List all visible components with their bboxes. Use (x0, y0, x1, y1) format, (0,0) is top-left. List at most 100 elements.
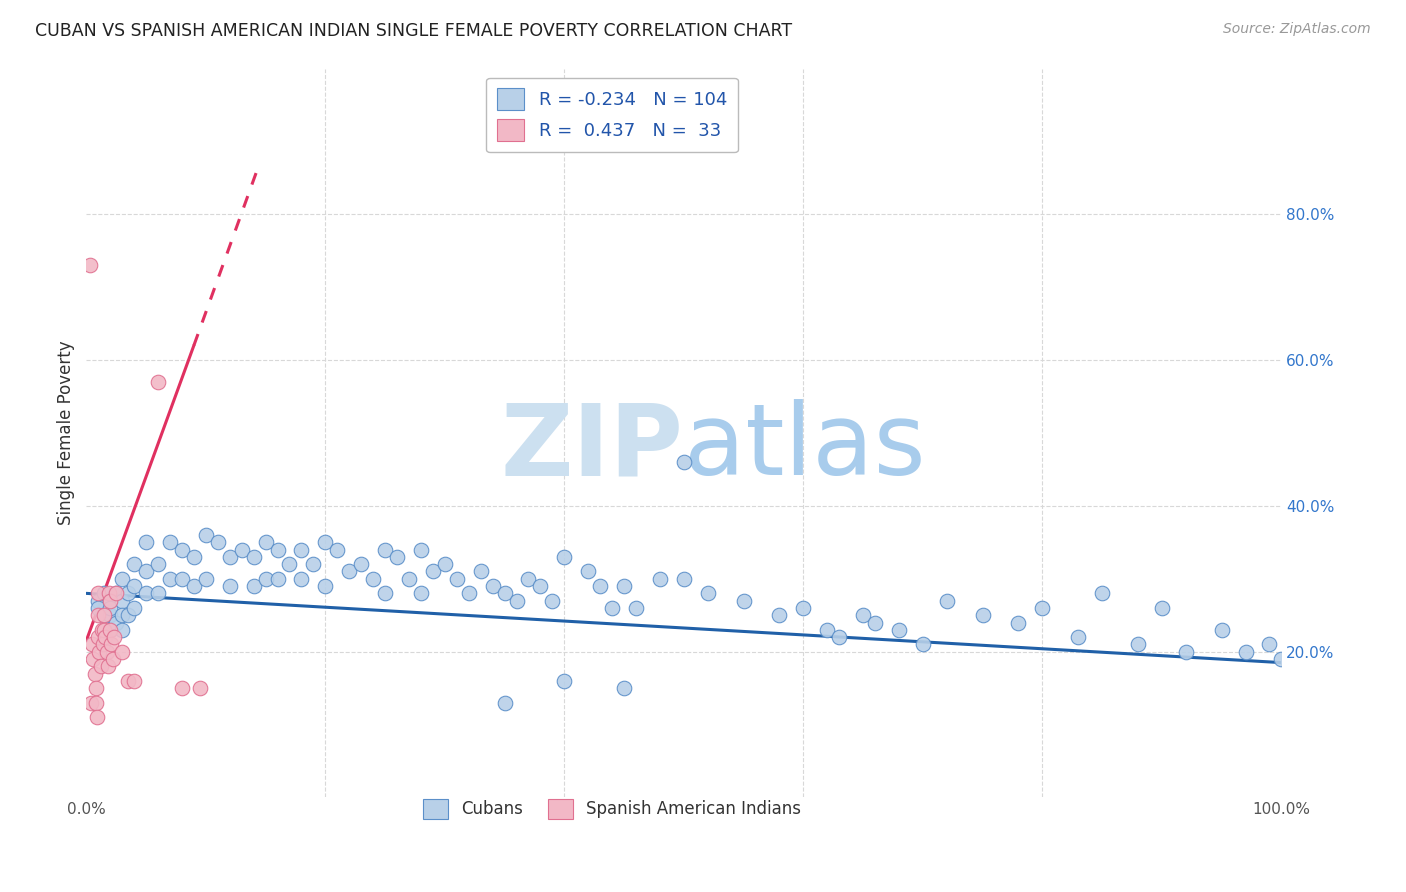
Point (97, 659, 120, 673)
Point (93, 608, 115, 623)
Point (122, 579, 145, 593)
Point (972, 608, 994, 623)
Point (529, 579, 551, 593)
Point (111, 623, 134, 637)
Point (91, 637, 114, 651)
Point (146, 586, 169, 600)
Point (218, 579, 240, 593)
Point (103, 630, 125, 644)
Point (815, 623, 838, 637)
Point (733, 593, 755, 607)
Point (290, 572, 312, 586)
Text: CUBAN VS SPANISH AMERICAN INDIAN SINGLE FEMALE POVERTY CORRELATION CHART: CUBAN VS SPANISH AMERICAN INDIAN SINGLE … (35, 22, 792, 40)
Point (87, 601, 110, 615)
Point (170, 681, 193, 695)
Point (84, 681, 107, 695)
Point (494, 586, 516, 600)
Point (111, 572, 134, 586)
Point (159, 535, 181, 549)
Point (135, 586, 157, 600)
Point (768, 608, 790, 623)
Point (517, 572, 540, 586)
Point (188, 681, 211, 695)
Point (863, 615, 886, 630)
Point (1150, 601, 1173, 615)
Text: ZIP: ZIP (501, 399, 683, 496)
Point (86, 710, 108, 724)
Point (337, 565, 360, 579)
Point (433, 558, 456, 572)
Point (266, 542, 288, 557)
Point (98, 601, 121, 615)
Point (87, 608, 110, 623)
Point (1174, 645, 1197, 659)
Point (146, 558, 169, 572)
Point (446, 572, 468, 586)
Point (553, 549, 575, 564)
Point (398, 572, 420, 586)
Point (1031, 601, 1053, 615)
Point (409, 542, 432, 557)
Point (314, 535, 336, 549)
Point (194, 572, 217, 586)
Point (231, 542, 253, 557)
Point (100, 637, 122, 651)
Point (89, 645, 111, 659)
Point (326, 542, 349, 557)
Point (1258, 637, 1281, 651)
Point (117, 673, 139, 688)
Point (83, 666, 105, 681)
Text: atlas: atlas (683, 399, 925, 496)
Point (105, 615, 128, 630)
Point (266, 572, 288, 586)
Point (84, 696, 107, 710)
Point (409, 586, 432, 600)
Point (79, 258, 101, 272)
Point (117, 586, 139, 600)
Point (122, 601, 145, 615)
Point (146, 375, 169, 389)
Point (1067, 630, 1090, 644)
Point (87, 630, 110, 644)
Point (94, 630, 117, 644)
Point (82, 652, 104, 666)
Point (111, 608, 134, 623)
Point (96, 645, 118, 659)
Point (1091, 586, 1114, 600)
Point (183, 549, 205, 564)
Point (105, 586, 128, 600)
Point (254, 535, 277, 549)
Point (278, 558, 301, 572)
Point (672, 455, 695, 469)
Point (792, 601, 814, 615)
Text: Source: ZipAtlas.com: Source: ZipAtlas.com (1223, 22, 1371, 37)
Point (613, 681, 636, 695)
Point (98, 608, 121, 623)
Point (90, 659, 112, 673)
Point (852, 608, 875, 623)
Point (93, 623, 115, 637)
Point (122, 558, 145, 572)
Point (481, 579, 503, 593)
Point (111, 645, 134, 659)
Point (170, 572, 193, 586)
Point (600, 601, 623, 615)
Point (170, 542, 193, 557)
Point (911, 637, 934, 651)
Point (98, 593, 121, 607)
Point (98, 586, 121, 600)
Point (361, 572, 384, 586)
Point (111, 593, 134, 607)
Point (105, 586, 128, 600)
Point (183, 579, 205, 593)
Point (80, 696, 103, 710)
Point (422, 565, 444, 579)
Point (541, 593, 564, 607)
Point (553, 673, 575, 688)
Point (505, 593, 527, 607)
Point (93, 586, 115, 600)
Point (648, 572, 671, 586)
Point (589, 579, 612, 593)
Point (122, 673, 145, 688)
Legend: Cubans, Spanish American Indians: Cubans, Spanish American Indians (416, 792, 808, 826)
